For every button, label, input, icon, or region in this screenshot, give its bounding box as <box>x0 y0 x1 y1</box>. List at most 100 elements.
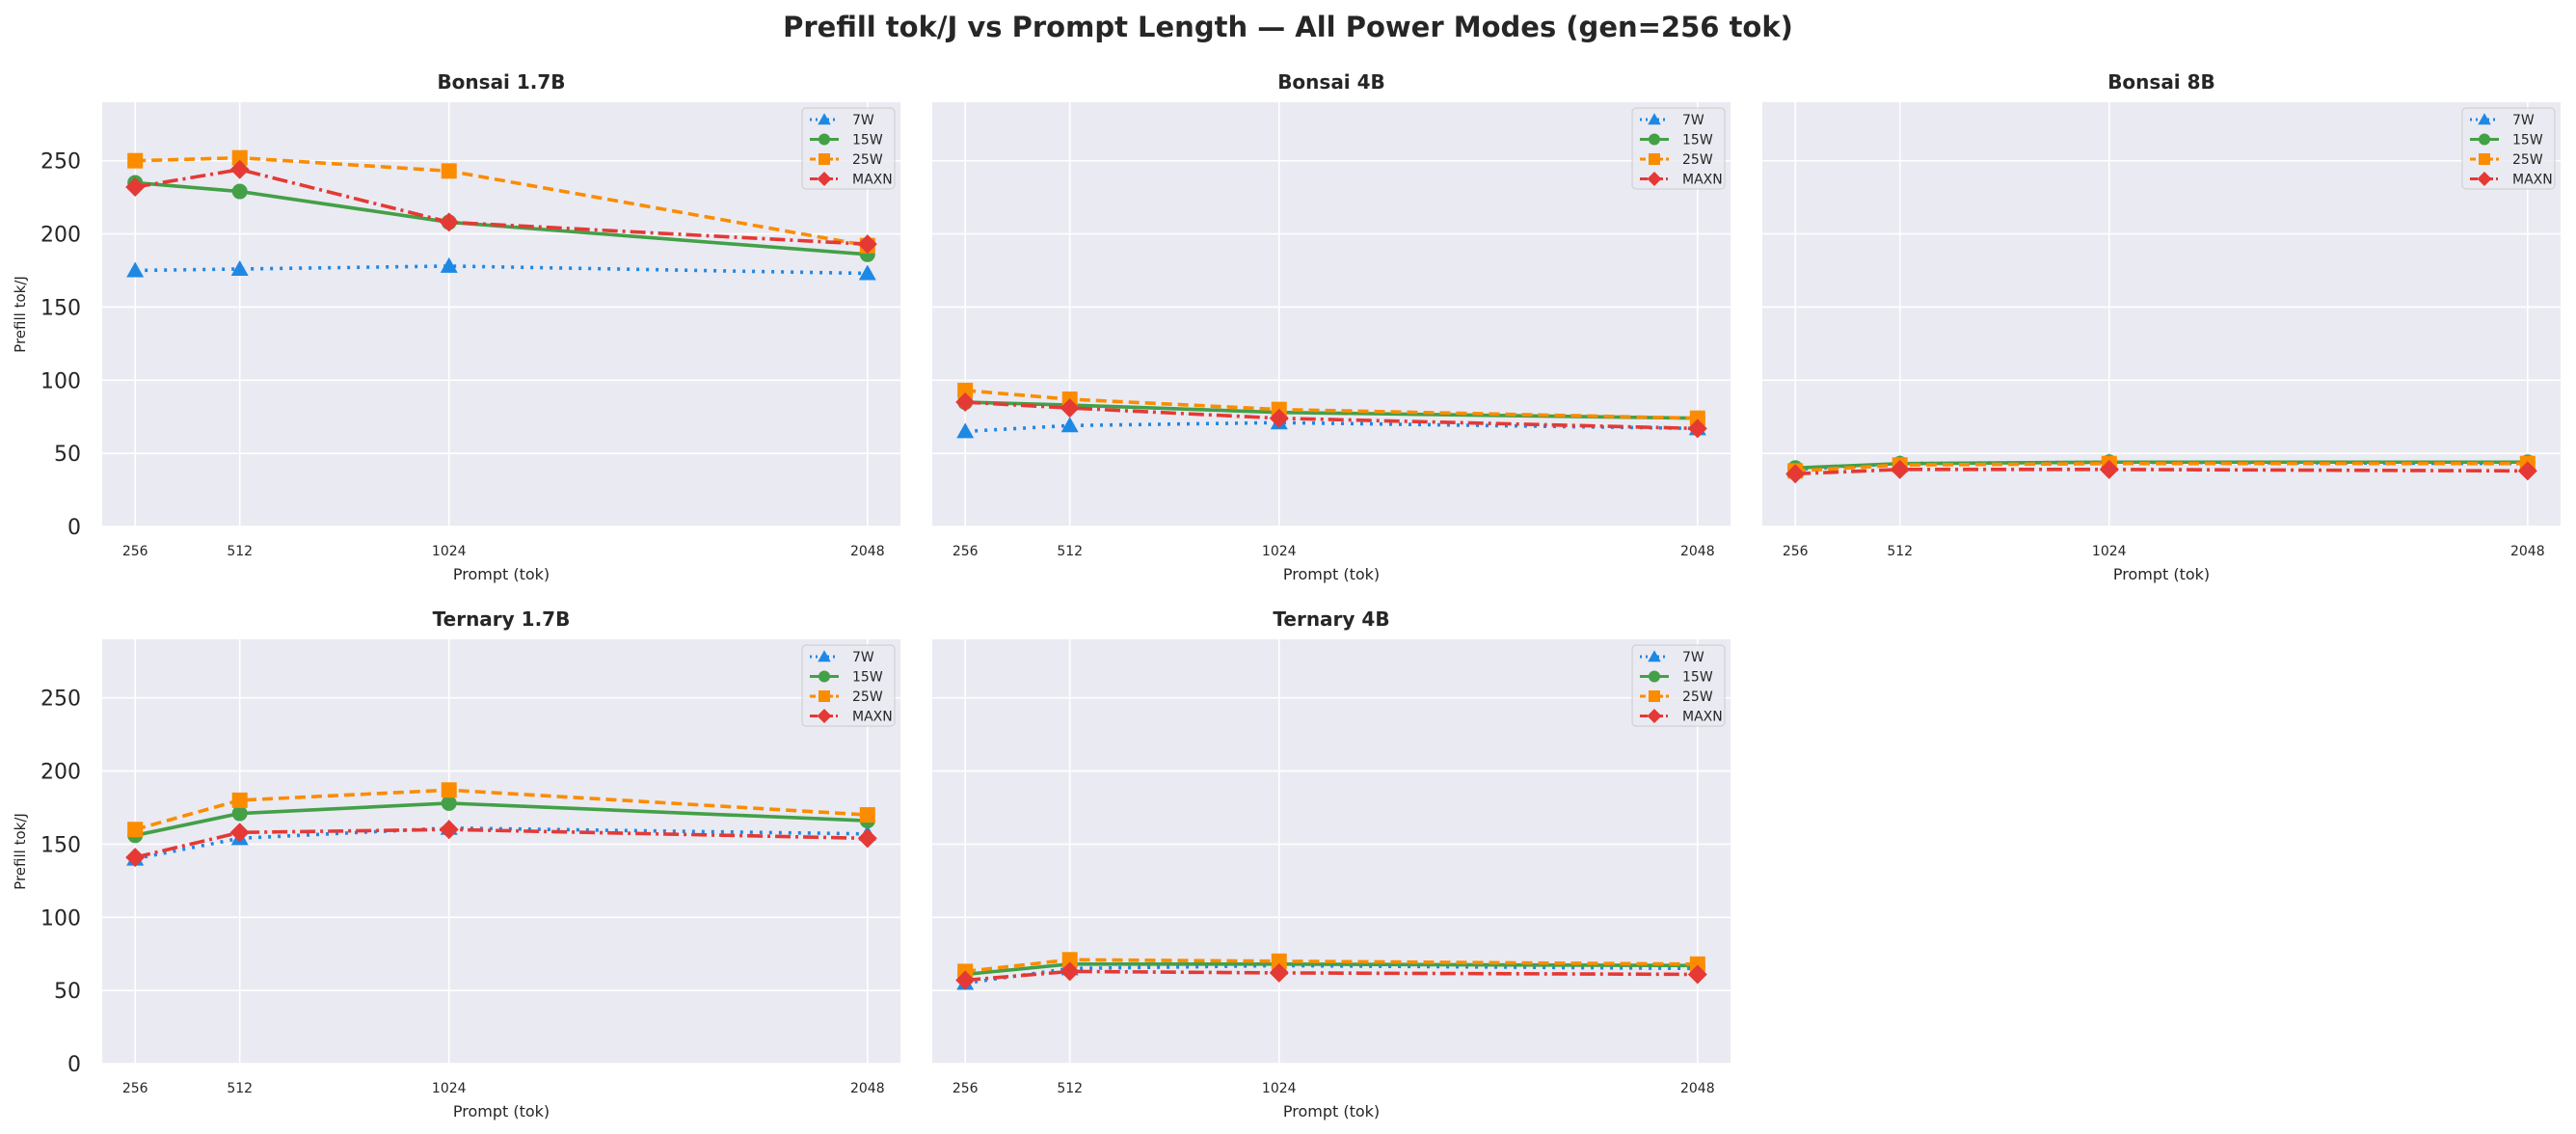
legend-marker-25w <box>1649 153 1660 165</box>
legend-label-25w: 25W <box>852 689 883 705</box>
series-line-maxn <box>1795 468 2528 476</box>
data-point-25w <box>1061 952 1078 968</box>
series-line-15w <box>965 400 1698 420</box>
data-point-15w <box>231 183 248 200</box>
legend-label-15w: 15W <box>2512 133 2543 148</box>
plot-area <box>1762 102 2561 526</box>
x-tick-label: 512 <box>1057 544 1083 559</box>
plot-area <box>102 639 900 1064</box>
legend-box <box>1631 107 1726 190</box>
x-tick-label: 512 <box>227 544 253 559</box>
legend-label-7w: 7W <box>1682 113 1704 128</box>
data-point-25w <box>231 149 248 166</box>
series-maxn <box>125 820 877 868</box>
legend-box <box>1631 644 1726 727</box>
data-point-maxn <box>1269 408 1289 428</box>
series-line-25w <box>134 788 868 831</box>
legend-marker-7w <box>818 113 831 125</box>
x-axis-label: Prompt (tok) <box>1283 565 1380 583</box>
panel-ternary-4b: 256 512 1024 2048 Ternary 4B Prompt (tok) 7W 15… <box>932 608 1731 1120</box>
panel-bonsai-4b: 256 512 1024 2048 Bonsai 4B Prompt (tok) 7W 15W… <box>932 70 1731 583</box>
data-point-15w <box>441 795 457 811</box>
plot-area <box>932 102 1731 526</box>
figure-title: Prefill tok/J vs Prompt Length — All Pow… <box>783 11 1793 43</box>
series-line-maxn <box>965 969 1698 983</box>
legend-label-7w: 7W <box>1682 650 1704 665</box>
x-tick-label: 256 <box>122 1081 148 1096</box>
data-point-maxn <box>125 848 146 868</box>
y-axis-label: Prefill tok/J <box>12 276 29 353</box>
x-axis-label: Prompt (tok) <box>453 565 550 583</box>
series-line-15w <box>135 180 868 256</box>
series-7w <box>126 256 876 281</box>
legend-marker-25w <box>818 690 830 702</box>
legend-label-15w: 15W <box>1682 670 1713 686</box>
data-point-25w <box>127 152 144 169</box>
data-point-7w <box>440 256 458 273</box>
y-tick-label: 0 <box>67 516 81 540</box>
y-tick-label: 50 <box>54 443 81 467</box>
legend-marker-15w <box>1649 670 1660 683</box>
series-line-maxn <box>134 827 868 859</box>
legend-label-25w: 25W <box>2512 152 2543 168</box>
data-point-maxn <box>1269 962 1289 983</box>
data-point-maxn <box>2517 461 2537 481</box>
data-point-maxn <box>1060 398 1080 418</box>
legend-marker-maxn <box>1647 172 1662 186</box>
legend-label-maxn: MAXN <box>2512 173 2553 188</box>
data-point-25w <box>957 382 974 398</box>
data-point-7w <box>858 264 876 281</box>
legend-marker-7w <box>818 650 831 662</box>
data-point-maxn <box>955 970 976 990</box>
x-tick-label: 1024 <box>432 544 467 559</box>
series-line-15w <box>1795 460 2528 471</box>
series-line-7w <box>135 264 868 276</box>
data-point-25w <box>1689 956 1705 972</box>
series-line-25w <box>965 389 1698 420</box>
legend-marker-7w <box>2478 113 2491 125</box>
panel-title: Bonsai 8B <box>2107 70 2215 94</box>
legend-box <box>2461 107 2556 190</box>
series-line-15w <box>965 962 1698 977</box>
panel-ternary-1-7b: 256 512 1024 2048 0 50 100 150 200 250 Ternary 1.7… <box>12 608 900 1120</box>
x-tick-label: 512 <box>1887 544 1913 559</box>
series-line-maxn <box>134 167 868 246</box>
x-tick-label: 1024 <box>2092 544 2127 559</box>
legend-label-maxn: MAXN <box>852 173 893 188</box>
data-point-7w <box>230 259 249 276</box>
data-point-maxn <box>1060 961 1080 982</box>
legend-marker-15w <box>2479 133 2490 146</box>
legend-marker-15w <box>818 670 830 683</box>
y-tick-label: 250 <box>40 150 81 175</box>
data-point-maxn <box>857 234 877 255</box>
x-tick-label: 512 <box>1057 1081 1083 1096</box>
legend-label-maxn: MAXN <box>1682 710 1723 725</box>
legend: 7W 15W 25W MAXN <box>801 644 896 727</box>
legend: 7W 15W 25W MAXN <box>801 107 896 190</box>
x-tick-label: 256 <box>1783 544 1809 559</box>
legend-label-15w: 15W <box>852 133 883 148</box>
series-25w <box>127 782 875 838</box>
panel-bonsai-1-7b: 256 512 1024 2048 0 50 100 150 200 250 Bonsai 1.7B… <box>12 70 900 583</box>
y-tick-label: 200 <box>40 224 81 248</box>
legend-marker-25w <box>1649 690 1660 702</box>
panels: 256 512 1024 2048 0 50 100 150 200 250 Bonsai 1.7B… <box>12 70 2561 1120</box>
plot-area <box>102 102 900 526</box>
x-tick-label: 1024 <box>1262 1081 1297 1096</box>
data-point-7w <box>956 422 975 439</box>
data-point-maxn <box>1687 964 1707 985</box>
data-point-maxn <box>439 820 459 840</box>
series-15w <box>127 795 875 844</box>
data-point-25w <box>859 807 875 824</box>
data-point-maxn <box>439 212 459 232</box>
legend-marker-15w <box>818 133 830 146</box>
x-tick-label: 2048 <box>850 1081 885 1096</box>
data-point-25w <box>1689 410 1705 426</box>
data-point-maxn <box>955 392 976 413</box>
legend-box <box>801 107 896 190</box>
legend: 7W 15W 25W MAXN <box>1631 107 1726 190</box>
legend-marker-7w <box>1648 113 1661 125</box>
legend-label-7w: 7W <box>852 113 874 128</box>
y-tick-label: 0 <box>67 1053 81 1077</box>
panel-title: Ternary 4B <box>1273 608 1389 631</box>
